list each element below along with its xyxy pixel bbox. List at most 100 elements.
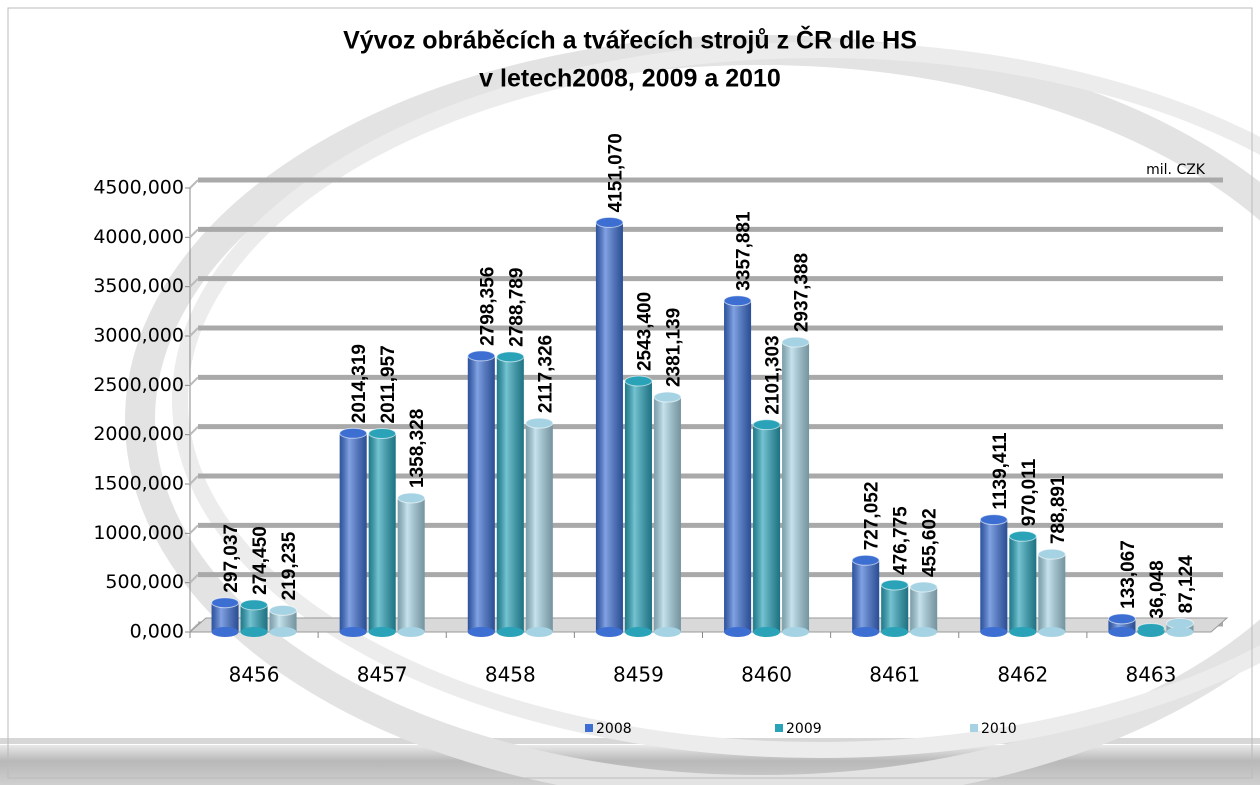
y-tick-label: 3000,000 xyxy=(93,325,184,347)
bar-base xyxy=(980,627,1008,637)
data-label: 36,048 xyxy=(1147,560,1168,618)
data-label: 133,067 xyxy=(1118,540,1139,609)
bar-cap xyxy=(397,492,426,504)
data-label: 87,124 xyxy=(1176,555,1197,614)
y-tick-label: 1500,000 xyxy=(93,473,184,495)
bar-shade xyxy=(525,423,553,632)
bar-shade xyxy=(397,497,425,632)
bar-cap xyxy=(723,295,752,307)
frame xyxy=(7,7,1253,779)
legend-swatch xyxy=(585,724,593,732)
bar-base xyxy=(724,627,752,637)
bar-cap xyxy=(1008,530,1037,542)
bar-shade xyxy=(595,222,623,632)
bar-cap xyxy=(525,417,554,429)
data-label: 3357,881 xyxy=(734,211,755,291)
swoosh xyxy=(172,42,1260,758)
bar-base xyxy=(240,627,268,637)
data-label: 727,052 xyxy=(862,482,883,551)
bar-cap xyxy=(1037,548,1066,560)
grid-line-side xyxy=(189,376,199,387)
bar-base xyxy=(1009,627,1037,637)
bar-cap xyxy=(851,554,880,566)
bar-cap xyxy=(1165,617,1194,629)
grid-line-side xyxy=(189,228,199,239)
x-tick-label: 8463 xyxy=(1125,663,1176,687)
bar-shade xyxy=(467,355,495,632)
grid-line-side xyxy=(189,475,199,485)
data-label: 2937,388 xyxy=(792,253,813,332)
bar-base xyxy=(269,627,297,637)
bar-base xyxy=(852,627,880,637)
bar-shade xyxy=(624,381,652,632)
legend-label: 2008 xyxy=(596,721,632,737)
y-tick-label: 2000,000 xyxy=(93,423,184,445)
bar-shade xyxy=(653,397,681,632)
x-tick-label: 8460 xyxy=(741,663,792,687)
bar-shade xyxy=(269,610,297,632)
data-label: 297,037 xyxy=(221,524,242,593)
data-label: 2798,356 xyxy=(477,267,498,346)
grid-line-side xyxy=(189,327,199,337)
bar-base xyxy=(753,627,781,637)
data-label: 219,235 xyxy=(279,531,300,600)
bar-base xyxy=(525,627,553,637)
bar-cap xyxy=(1107,613,1136,625)
bar-base xyxy=(1137,627,1165,637)
bar-base xyxy=(782,627,810,637)
data-label: 455,602 xyxy=(920,508,941,577)
bar-base xyxy=(211,627,239,637)
bar-cap xyxy=(595,216,624,228)
data-label: 2101,303 xyxy=(763,335,784,414)
bar-cap xyxy=(752,419,781,431)
y-tick-label: 500,000 xyxy=(105,571,184,593)
bar-cap xyxy=(467,350,496,362)
bar-cap xyxy=(240,599,269,611)
bar-cap xyxy=(653,391,682,403)
bar-base xyxy=(653,627,681,637)
data-label: 1358,328 xyxy=(407,409,428,488)
x-tick-label: 8462 xyxy=(997,663,1048,687)
y-tick-label: 4000,000 xyxy=(93,226,184,248)
unit-label: mil. CZK xyxy=(1146,162,1206,178)
bar-base xyxy=(397,627,425,637)
bar-base xyxy=(339,627,367,637)
bar-base xyxy=(467,627,495,637)
bar-base xyxy=(368,627,396,637)
bar-cap xyxy=(269,604,298,616)
legend-swatch xyxy=(970,724,978,732)
legend-label: 2010 xyxy=(981,721,1017,737)
y-tick-label: 4500,000 xyxy=(93,177,184,199)
data-label: 4151,070 xyxy=(605,133,626,212)
x-tick-label: 8461 xyxy=(869,663,920,687)
bar-base xyxy=(1108,627,1136,637)
bar-shade xyxy=(339,433,367,632)
bar-shade xyxy=(782,342,810,632)
data-label: 788,891 xyxy=(1048,475,1069,544)
data-label: 1139,411 xyxy=(990,432,1011,510)
data-label: 2014,319 xyxy=(349,344,370,423)
data-label: 2381,139 xyxy=(663,308,684,387)
bar-base xyxy=(1166,627,1194,637)
data-label: 970,011 xyxy=(1019,458,1040,526)
x-tick-label: 8458 xyxy=(485,663,536,687)
bar-cap xyxy=(211,597,240,609)
bar-shade xyxy=(910,587,938,632)
bar-shade xyxy=(1038,554,1066,632)
y-tick-label: 3500,000 xyxy=(93,275,184,297)
data-label: 274,450 xyxy=(250,526,271,595)
bar-base xyxy=(881,627,909,637)
bar-cap xyxy=(339,427,368,439)
bar-cap xyxy=(909,581,938,593)
y-tick-label: 1000,000 xyxy=(93,522,184,544)
bar-shade xyxy=(980,519,1008,632)
bar-shade xyxy=(724,300,752,632)
data-label: 2011,957 xyxy=(378,345,399,423)
bar-cap xyxy=(979,514,1008,526)
data-label: 476,775 xyxy=(891,506,912,575)
grid-line-side xyxy=(189,277,199,288)
chart-subtitle: v letech2008, 2009 a 2010 xyxy=(479,65,781,93)
bar-shade xyxy=(852,560,880,632)
bar-cap xyxy=(496,351,525,363)
